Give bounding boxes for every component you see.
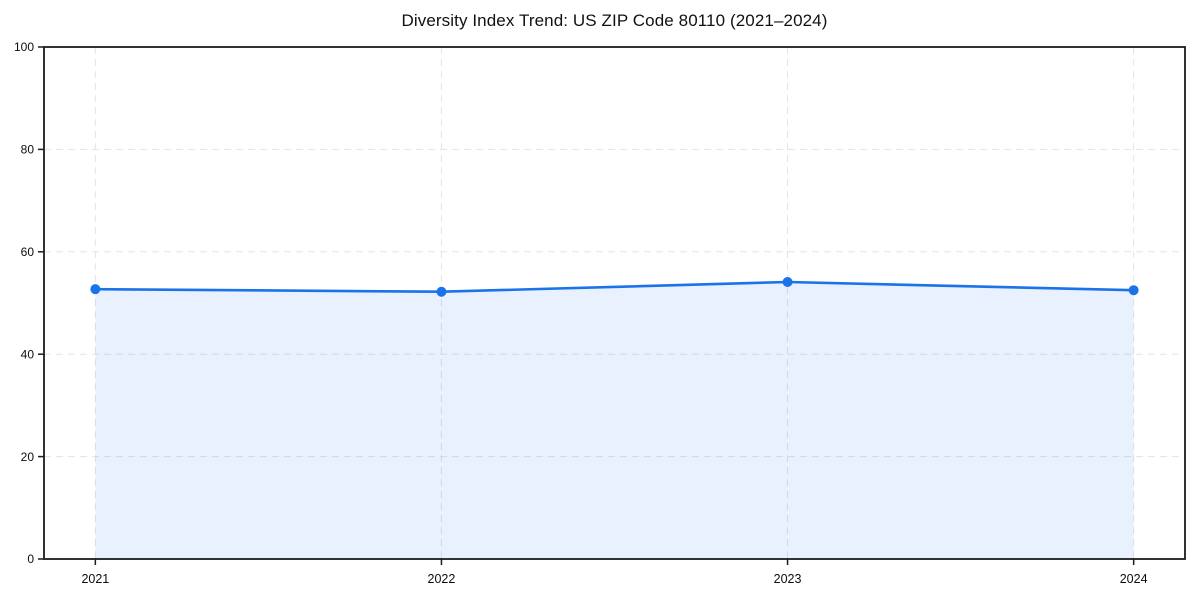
data-point-2024 — [1128, 285, 1139, 296]
y-tick-label: 0 — [27, 552, 34, 566]
plot-border — [43, 46, 1186, 560]
y-tick-label: 60 — [21, 245, 35, 259]
y-tick-label: 80 — [21, 143, 35, 157]
y-tick-label: 20 — [21, 450, 35, 464]
y-tick-label: 40 — [21, 347, 35, 361]
x-tick-label: 2022 — [428, 572, 456, 586]
data-point-2023 — [782, 277, 793, 288]
x-tick-label: 2021 — [81, 572, 109, 586]
y-tick-label: 100 — [14, 40, 34, 54]
chart-title: Diversity Index Trend: US ZIP Code 80110… — [401, 11, 828, 30]
x-tick-label: 2023 — [774, 572, 802, 586]
area-fill — [95, 282, 1134, 559]
trend-line — [94, 280, 1135, 294]
x-tick-label: 2024 — [1120, 572, 1148, 586]
data-point-2022 — [436, 286, 447, 297]
data-point-2021 — [90, 284, 101, 295]
